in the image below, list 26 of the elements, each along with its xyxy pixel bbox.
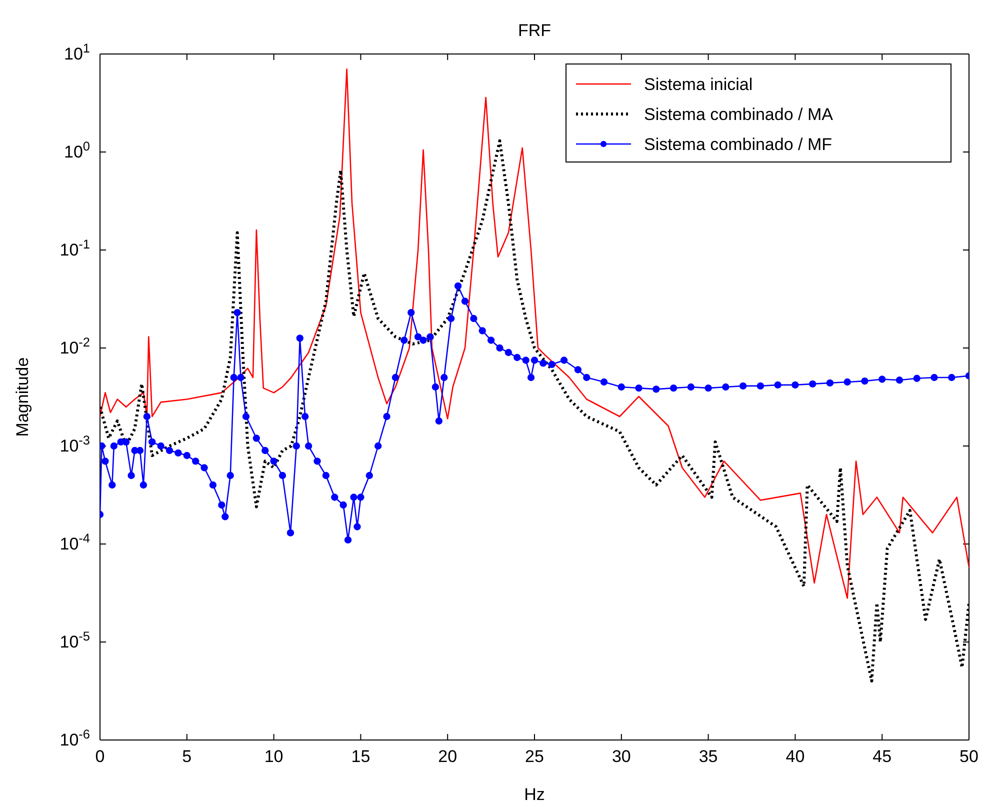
x-tick-label: 0 — [95, 747, 105, 766]
x-tick-label: 50 — [960, 747, 978, 766]
y-tick-label: 10$^{-2}$ — [60, 334, 90, 358]
x-tick-label: 15 — [351, 747, 370, 766]
x-tick-label: 35 — [698, 747, 718, 766]
x-tick-label: 10 — [264, 747, 284, 766]
y-axis-title: Magnitude — [13, 357, 32, 437]
x-tick-label: 20 — [438, 747, 458, 766]
y-tick-label: 10$^{-4}$ — [60, 530, 90, 554]
x-tick-label: 45 — [872, 747, 892, 766]
legend-label: Sistema combinado / MF — [644, 135, 832, 154]
y-tick-label: 10$^{-5}$ — [60, 628, 90, 652]
chart-title: FRF — [518, 21, 552, 40]
x-tick-label: 25 — [525, 747, 544, 766]
y-tick-label: 10$^{0}$ — [64, 138, 90, 162]
x-axis-title: Hz — [524, 785, 545, 804]
line-series — [100, 68, 969, 599]
x-tick-label: 40 — [786, 747, 805, 766]
x-tick-label: 30 — [612, 747, 631, 766]
y-tick-label: 10$^{-1}$ — [60, 236, 90, 260]
y-tick-label: 10$^{1}$ — [64, 40, 90, 64]
legend-label: Sistema combinado / MA — [644, 105, 834, 124]
y-tick-label: 10$^{-3}$ — [60, 432, 90, 456]
x-tick-label: 5 — [182, 747, 192, 766]
legend-label: Sistema inicial — [644, 75, 753, 94]
y-tick-label: 10$^{-6}$ — [60, 726, 90, 750]
